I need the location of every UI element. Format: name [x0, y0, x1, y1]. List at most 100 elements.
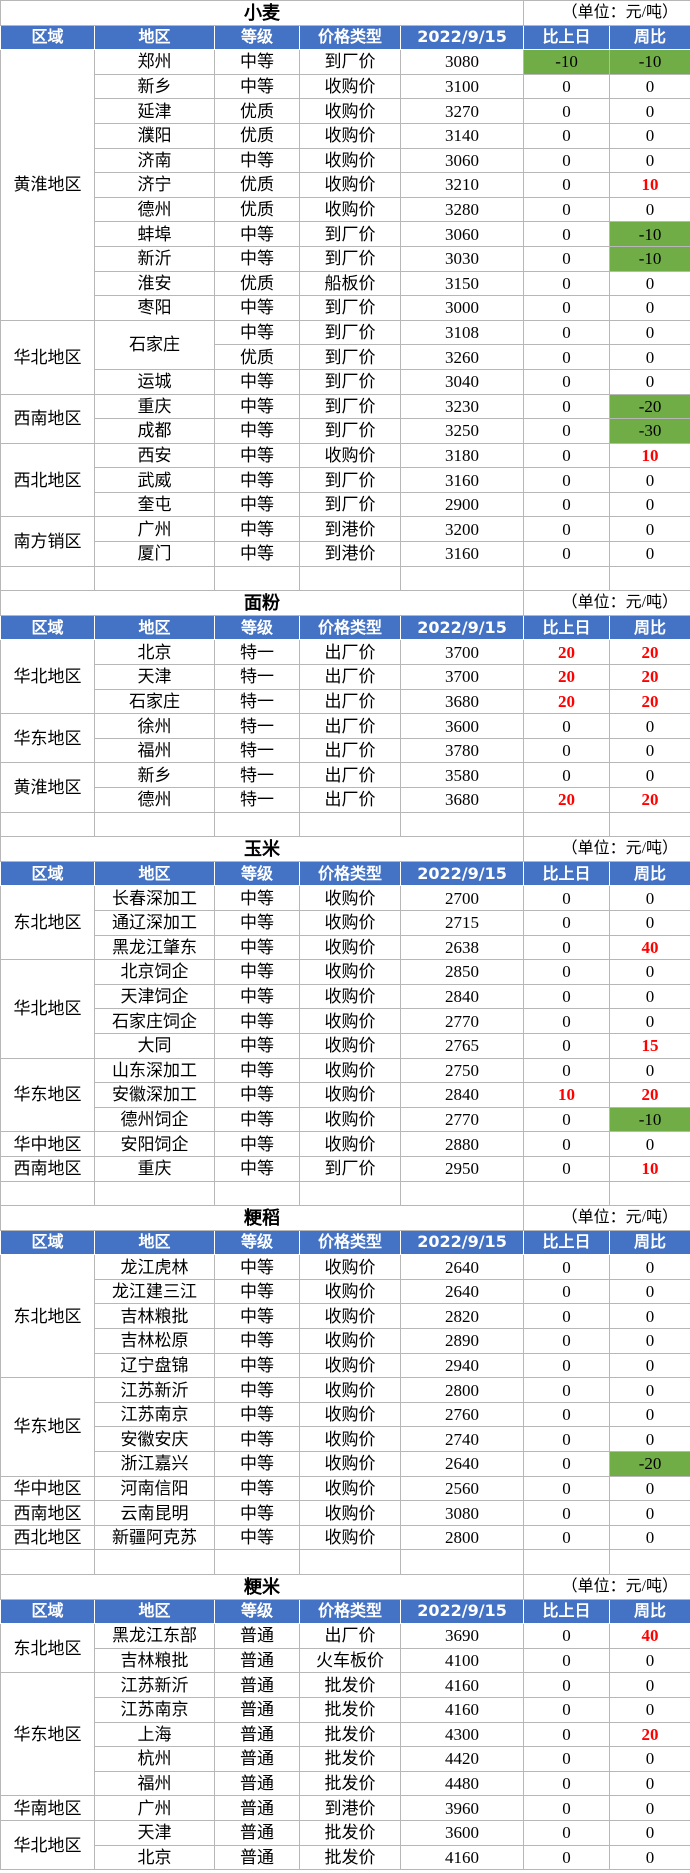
grade-cell: 特一	[214, 664, 300, 690]
price-cell: 2560	[399, 1475, 525, 1502]
region-cell: 黄淮地区	[0, 49, 95, 321]
day-change-cell: 0	[523, 934, 611, 961]
header-row: 区域 地区 等级 价格类型 2022/9/15 比上日 周比	[0, 1598, 690, 1625]
price-type-cell: 收购价	[299, 1278, 401, 1305]
area-cell: 安徽安庆	[94, 1426, 215, 1453]
data-row: 石家庄 特一 出厂价 3680 20 20	[1, 688, 690, 715]
spacer-cell	[523, 566, 611, 591]
week-change-cell: -10	[609, 1106, 690, 1133]
week-change-cell: 0	[609, 196, 690, 223]
region-cell: 华中地区	[0, 1475, 95, 1502]
price-cell: 3280	[399, 196, 525, 223]
spacer-cell	[94, 1181, 215, 1206]
grade-cell: 中等	[214, 49, 300, 75]
data-row: 新乡 中等 收购价 3100 0 0	[1, 73, 690, 100]
day-change-cell: 0	[523, 737, 611, 764]
area-cell: 奎屯	[94, 491, 215, 518]
price-cell: 3780	[399, 737, 525, 764]
day-change-cell: 0	[523, 147, 611, 174]
price-cell: 3080	[399, 1500, 525, 1526]
spacer-cell	[299, 566, 401, 591]
price-type-cell: 收购价	[299, 1451, 401, 1477]
week-change-cell: 15	[609, 1032, 690, 1059]
spacer-cell	[299, 1181, 401, 1206]
day-change-cell: 0	[523, 885, 611, 911]
week-change-cell: 0	[609, 122, 690, 149]
week-change-cell: 0	[609, 1524, 690, 1551]
price-cell: 3140	[399, 122, 525, 149]
price-cell: 2880	[399, 1131, 525, 1157]
unit-label: （单位：元/吨）	[523, 0, 690, 26]
column-header: 周比	[609, 860, 690, 887]
section-title: 面粉	[0, 590, 525, 616]
data-row: 黄淮地区 新乡 特一 出厂价 3580 0 0	[0, 762, 690, 813]
price-type-cell: 收购价	[299, 442, 401, 469]
price-type-cell: 到厂价	[299, 245, 401, 272]
price-cell: 3100	[399, 73, 525, 100]
area-cell: 江苏南京	[94, 1696, 215, 1723]
week-change-cell: 0	[609, 1672, 690, 1698]
price-cell: 2800	[399, 1524, 525, 1551]
day-change-cell: 0	[523, 959, 611, 985]
price-cell: 3160	[399, 541, 525, 567]
area-cell: 江苏南京	[94, 1401, 215, 1428]
grade-cell: 中等	[214, 73, 300, 100]
day-change-cell: 0	[523, 516, 611, 543]
column-header: 周比	[609, 1598, 690, 1625]
area-cell: 江苏新沂	[94, 1377, 215, 1403]
grade-cell: 中等	[214, 1082, 300, 1108]
price-type-cell: 出厂价	[299, 737, 401, 764]
week-change-cell: 40	[609, 934, 690, 961]
grade-cell: 中等	[214, 885, 300, 911]
spacer-cell	[94, 1549, 215, 1575]
day-change-cell: 0	[523, 1278, 611, 1305]
price-cell: 2640	[399, 1451, 525, 1477]
data-row: 吉林松原 中等 收购价 2890 0 0	[1, 1328, 690, 1354]
day-change-cell: -10	[523, 49, 611, 75]
price-type-cell: 收购价	[299, 122, 401, 149]
grade-cell: 中等	[214, 1475, 300, 1502]
column-header: 等级	[214, 860, 300, 887]
column-header: 等级	[214, 24, 300, 51]
day-change-cell: 0	[523, 1131, 611, 1157]
price-type-cell: 收购价	[299, 1303, 401, 1330]
area-cell: 安徽深加工	[94, 1082, 215, 1108]
area-cell: 重庆	[94, 1155, 215, 1182]
title-row: 粳米 （单位：元/吨）	[0, 1574, 690, 1600]
spacer-cell	[523, 812, 611, 837]
price-type-cell: 到厂价	[299, 491, 401, 518]
spacer-row	[0, 1181, 690, 1206]
day-change-cell: 0	[523, 1451, 611, 1477]
price-cell: 3600	[399, 1819, 525, 1846]
price-cell: 2950	[399, 1155, 525, 1182]
price-type-cell: 收购价	[299, 1475, 401, 1502]
price-cell: 4160	[399, 1696, 525, 1723]
area-cell: 延津	[94, 98, 215, 124]
price-type-cell: 船板价	[299, 270, 401, 297]
price-type-cell: 到厂价	[299, 393, 401, 420]
price-cell: 2820	[399, 1303, 525, 1330]
region-cell: 黄淮地区	[0, 762, 95, 813]
price-type-cell: 出厂价	[299, 664, 401, 690]
area-cell: 德州饲企	[94, 1106, 215, 1133]
area-cell: 德州	[94, 787, 215, 813]
grade-cell: 普通	[214, 1647, 300, 1674]
week-change-cell: 0	[609, 1401, 690, 1428]
grade-cell: 中等	[214, 1352, 300, 1379]
data-row: 蚌埠 中等 到厂价 3060 0 -10	[1, 221, 690, 247]
data-row: 厦门 中等 到港价 3160 0 0	[1, 541, 690, 567]
area-cell: 龙江建三江	[94, 1278, 215, 1305]
price-type-cell: 到厂价	[299, 221, 401, 247]
spacer-cell	[609, 812, 690, 837]
data-row: 华东地区 徐州 特一 出厂价 3600 0 0	[0, 713, 690, 764]
data-row: 江苏南京 普通 批发价 4160 0 0	[1, 1696, 690, 1723]
data-row: 福州 特一 出厂价 3780 0 0	[1, 737, 690, 764]
price-cell: 2750	[399, 1057, 525, 1084]
area-cell: 长春深加工	[94, 885, 215, 911]
price-cell: 3230	[399, 393, 525, 420]
data-row: 运城 中等 到厂价 3040 0 0	[1, 368, 690, 395]
grade-cell: 中等	[214, 1254, 300, 1280]
region-cell: 西南地区	[0, 393, 95, 444]
day-change-cell: 0	[523, 1106, 611, 1133]
